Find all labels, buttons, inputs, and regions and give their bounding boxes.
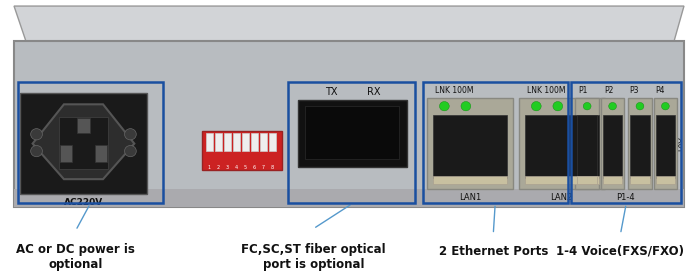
FancyBboxPatch shape xyxy=(269,133,276,151)
FancyBboxPatch shape xyxy=(601,98,624,189)
Circle shape xyxy=(440,101,449,111)
Text: 1-4 Voice(FXS/FXO): 1-4 Voice(FXS/FXO) xyxy=(556,245,685,258)
Text: P1: P1 xyxy=(578,86,588,95)
Text: RX: RX xyxy=(368,87,381,97)
FancyBboxPatch shape xyxy=(578,115,597,178)
Text: LAN2: LAN2 xyxy=(551,193,573,202)
Circle shape xyxy=(553,101,563,111)
FancyBboxPatch shape xyxy=(14,41,684,207)
Text: P4: P4 xyxy=(654,86,664,95)
FancyBboxPatch shape xyxy=(603,176,622,184)
FancyBboxPatch shape xyxy=(233,133,240,151)
FancyBboxPatch shape xyxy=(202,131,282,170)
FancyBboxPatch shape xyxy=(14,189,684,207)
Circle shape xyxy=(609,103,617,110)
FancyBboxPatch shape xyxy=(427,98,513,189)
FancyBboxPatch shape xyxy=(305,106,400,159)
Text: 7: 7 xyxy=(262,165,265,170)
Polygon shape xyxy=(14,6,684,41)
FancyBboxPatch shape xyxy=(433,176,507,184)
Circle shape xyxy=(531,101,541,111)
Text: LAN1: LAN1 xyxy=(458,193,481,202)
FancyBboxPatch shape xyxy=(630,115,650,178)
FancyBboxPatch shape xyxy=(76,118,90,133)
Text: FXO: FXO xyxy=(674,136,683,151)
FancyBboxPatch shape xyxy=(628,98,652,189)
Text: AC220V: AC220V xyxy=(64,198,103,207)
Text: P1-4: P1-4 xyxy=(616,193,635,202)
Circle shape xyxy=(461,101,471,111)
Circle shape xyxy=(125,129,136,140)
Circle shape xyxy=(31,145,43,157)
FancyBboxPatch shape xyxy=(60,145,71,162)
Circle shape xyxy=(31,129,43,140)
FancyBboxPatch shape xyxy=(215,133,222,151)
Text: AC or DC power is
optional: AC or DC power is optional xyxy=(16,243,135,271)
Text: FC,SC,ST fiber optical
port is optional: FC,SC,ST fiber optical port is optional xyxy=(241,243,386,271)
Text: TX: TX xyxy=(325,87,337,97)
Text: LNK 100M: LNK 100M xyxy=(435,86,473,95)
FancyBboxPatch shape xyxy=(519,98,605,189)
FancyBboxPatch shape xyxy=(524,115,599,178)
Text: 2: 2 xyxy=(217,165,220,170)
FancyBboxPatch shape xyxy=(242,133,249,151)
Text: LNK 100M: LNK 100M xyxy=(527,86,566,95)
Text: 1: 1 xyxy=(208,165,211,170)
Circle shape xyxy=(583,103,591,110)
Circle shape xyxy=(636,103,644,110)
Polygon shape xyxy=(33,104,134,179)
FancyBboxPatch shape xyxy=(298,100,407,167)
Text: 5: 5 xyxy=(244,165,247,170)
FancyBboxPatch shape xyxy=(656,176,676,184)
Text: P3: P3 xyxy=(629,86,639,95)
FancyBboxPatch shape xyxy=(251,133,258,151)
FancyBboxPatch shape xyxy=(524,176,599,184)
Text: 2 Ethernet Ports: 2 Ethernet Ports xyxy=(439,245,548,258)
FancyBboxPatch shape xyxy=(20,93,147,194)
FancyBboxPatch shape xyxy=(656,115,676,178)
Text: 8: 8 xyxy=(271,165,274,170)
FancyBboxPatch shape xyxy=(575,98,599,189)
FancyBboxPatch shape xyxy=(260,133,267,151)
FancyBboxPatch shape xyxy=(59,117,108,169)
Text: 4: 4 xyxy=(234,165,238,170)
FancyBboxPatch shape xyxy=(206,133,213,151)
Text: P2: P2 xyxy=(604,86,613,95)
Text: 3: 3 xyxy=(226,165,229,170)
FancyBboxPatch shape xyxy=(95,145,107,162)
Text: 6: 6 xyxy=(253,165,256,170)
FancyBboxPatch shape xyxy=(630,176,650,184)
FancyBboxPatch shape xyxy=(433,115,507,178)
Circle shape xyxy=(662,103,669,110)
Circle shape xyxy=(125,145,136,157)
FancyBboxPatch shape xyxy=(654,98,677,189)
FancyBboxPatch shape xyxy=(224,133,231,151)
FancyBboxPatch shape xyxy=(603,115,622,178)
FancyBboxPatch shape xyxy=(578,176,597,184)
